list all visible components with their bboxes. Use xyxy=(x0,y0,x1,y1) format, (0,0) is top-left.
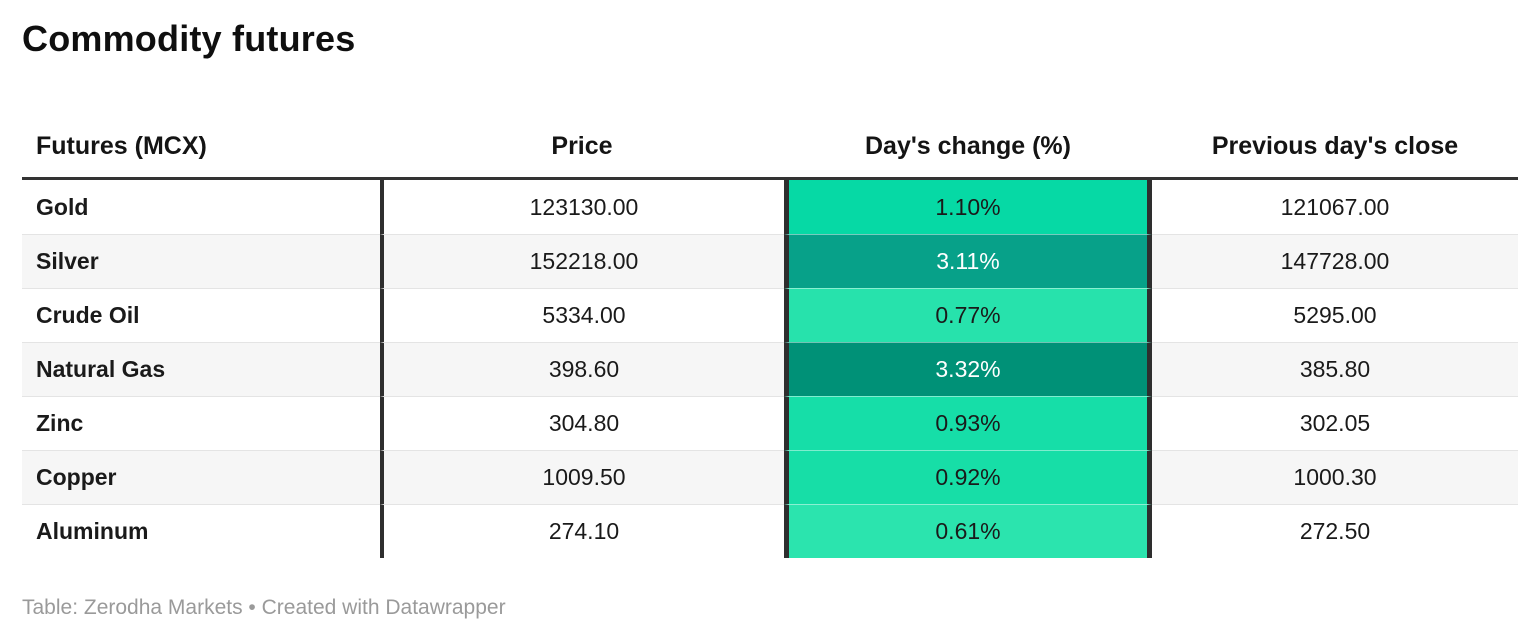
table-row: Gold 123130.00 1.10% 121067.00 xyxy=(22,180,1518,234)
days-change-cell: 0.61% xyxy=(784,504,1152,558)
commodity-name-cell: Silver xyxy=(22,234,380,288)
days-change-cell: 3.11% xyxy=(784,234,1152,288)
commodity-name-cell: Zinc xyxy=(22,396,380,450)
commodity-name-cell: Natural Gas xyxy=(22,342,380,396)
price-cell: 123130.00 xyxy=(380,180,784,234)
commodity-name-cell: Crude Oil xyxy=(22,288,380,342)
previous-close-cell: 272.50 xyxy=(1152,504,1518,558)
table-row: Zinc 304.80 0.93% 302.05 xyxy=(22,396,1518,450)
column-header-price: Price xyxy=(551,132,613,160)
days-change-cell: 1.10% xyxy=(784,180,1152,234)
page-title: Commodity futures xyxy=(22,18,356,59)
table-row: Copper 1009.50 0.92% 1000.30 xyxy=(22,450,1518,504)
table-body: Gold 123130.00 1.10% 121067.00 Silver 15… xyxy=(22,180,1518,558)
price-cell: 5334.00 xyxy=(380,288,784,342)
days-change-cell: 0.77% xyxy=(784,288,1152,342)
previous-close-cell: 121067.00 xyxy=(1152,180,1518,234)
price-cell: 398.60 xyxy=(380,342,784,396)
table-row: Natural Gas 398.60 3.32% 385.80 xyxy=(22,342,1518,396)
days-change-cell: 0.93% xyxy=(784,396,1152,450)
table-row: Aluminum 274.10 0.61% 272.50 xyxy=(22,504,1518,558)
commodity-futures-table: Futures (MCX) Price Day's change (%) Pre… xyxy=(22,116,1518,558)
previous-close-cell: 385.80 xyxy=(1152,342,1518,396)
table-row: Crude Oil 5334.00 0.77% 5295.00 xyxy=(22,288,1518,342)
commodity-name-cell: Aluminum xyxy=(22,504,380,558)
price-cell: 304.80 xyxy=(380,396,784,450)
days-change-cell: 0.92% xyxy=(784,450,1152,504)
previous-close-cell: 302.05 xyxy=(1152,396,1518,450)
table-row: Silver 152218.00 3.11% 147728.00 xyxy=(22,234,1518,288)
attribution-footer: Table: Zerodha Markets • Created with Da… xyxy=(22,596,506,619)
previous-close-cell: 147728.00 xyxy=(1152,234,1518,288)
table-header-row: Futures (MCX) Price Day's change (%) Pre… xyxy=(22,116,1518,180)
commodity-name-cell: Gold xyxy=(22,180,380,234)
price-cell: 152218.00 xyxy=(380,234,784,288)
days-change-cell: 3.32% xyxy=(784,342,1152,396)
price-cell: 1009.50 xyxy=(380,450,784,504)
commodity-name-cell: Copper xyxy=(22,450,380,504)
previous-close-cell: 1000.30 xyxy=(1152,450,1518,504)
price-cell: 274.10 xyxy=(380,504,784,558)
column-header-futures: Futures (MCX) xyxy=(36,132,207,160)
column-header-days-change: Day's change (%) xyxy=(864,132,1071,160)
previous-close-cell: 5295.00 xyxy=(1152,288,1518,342)
column-header-previous-close: Previous day's close xyxy=(1211,132,1459,160)
